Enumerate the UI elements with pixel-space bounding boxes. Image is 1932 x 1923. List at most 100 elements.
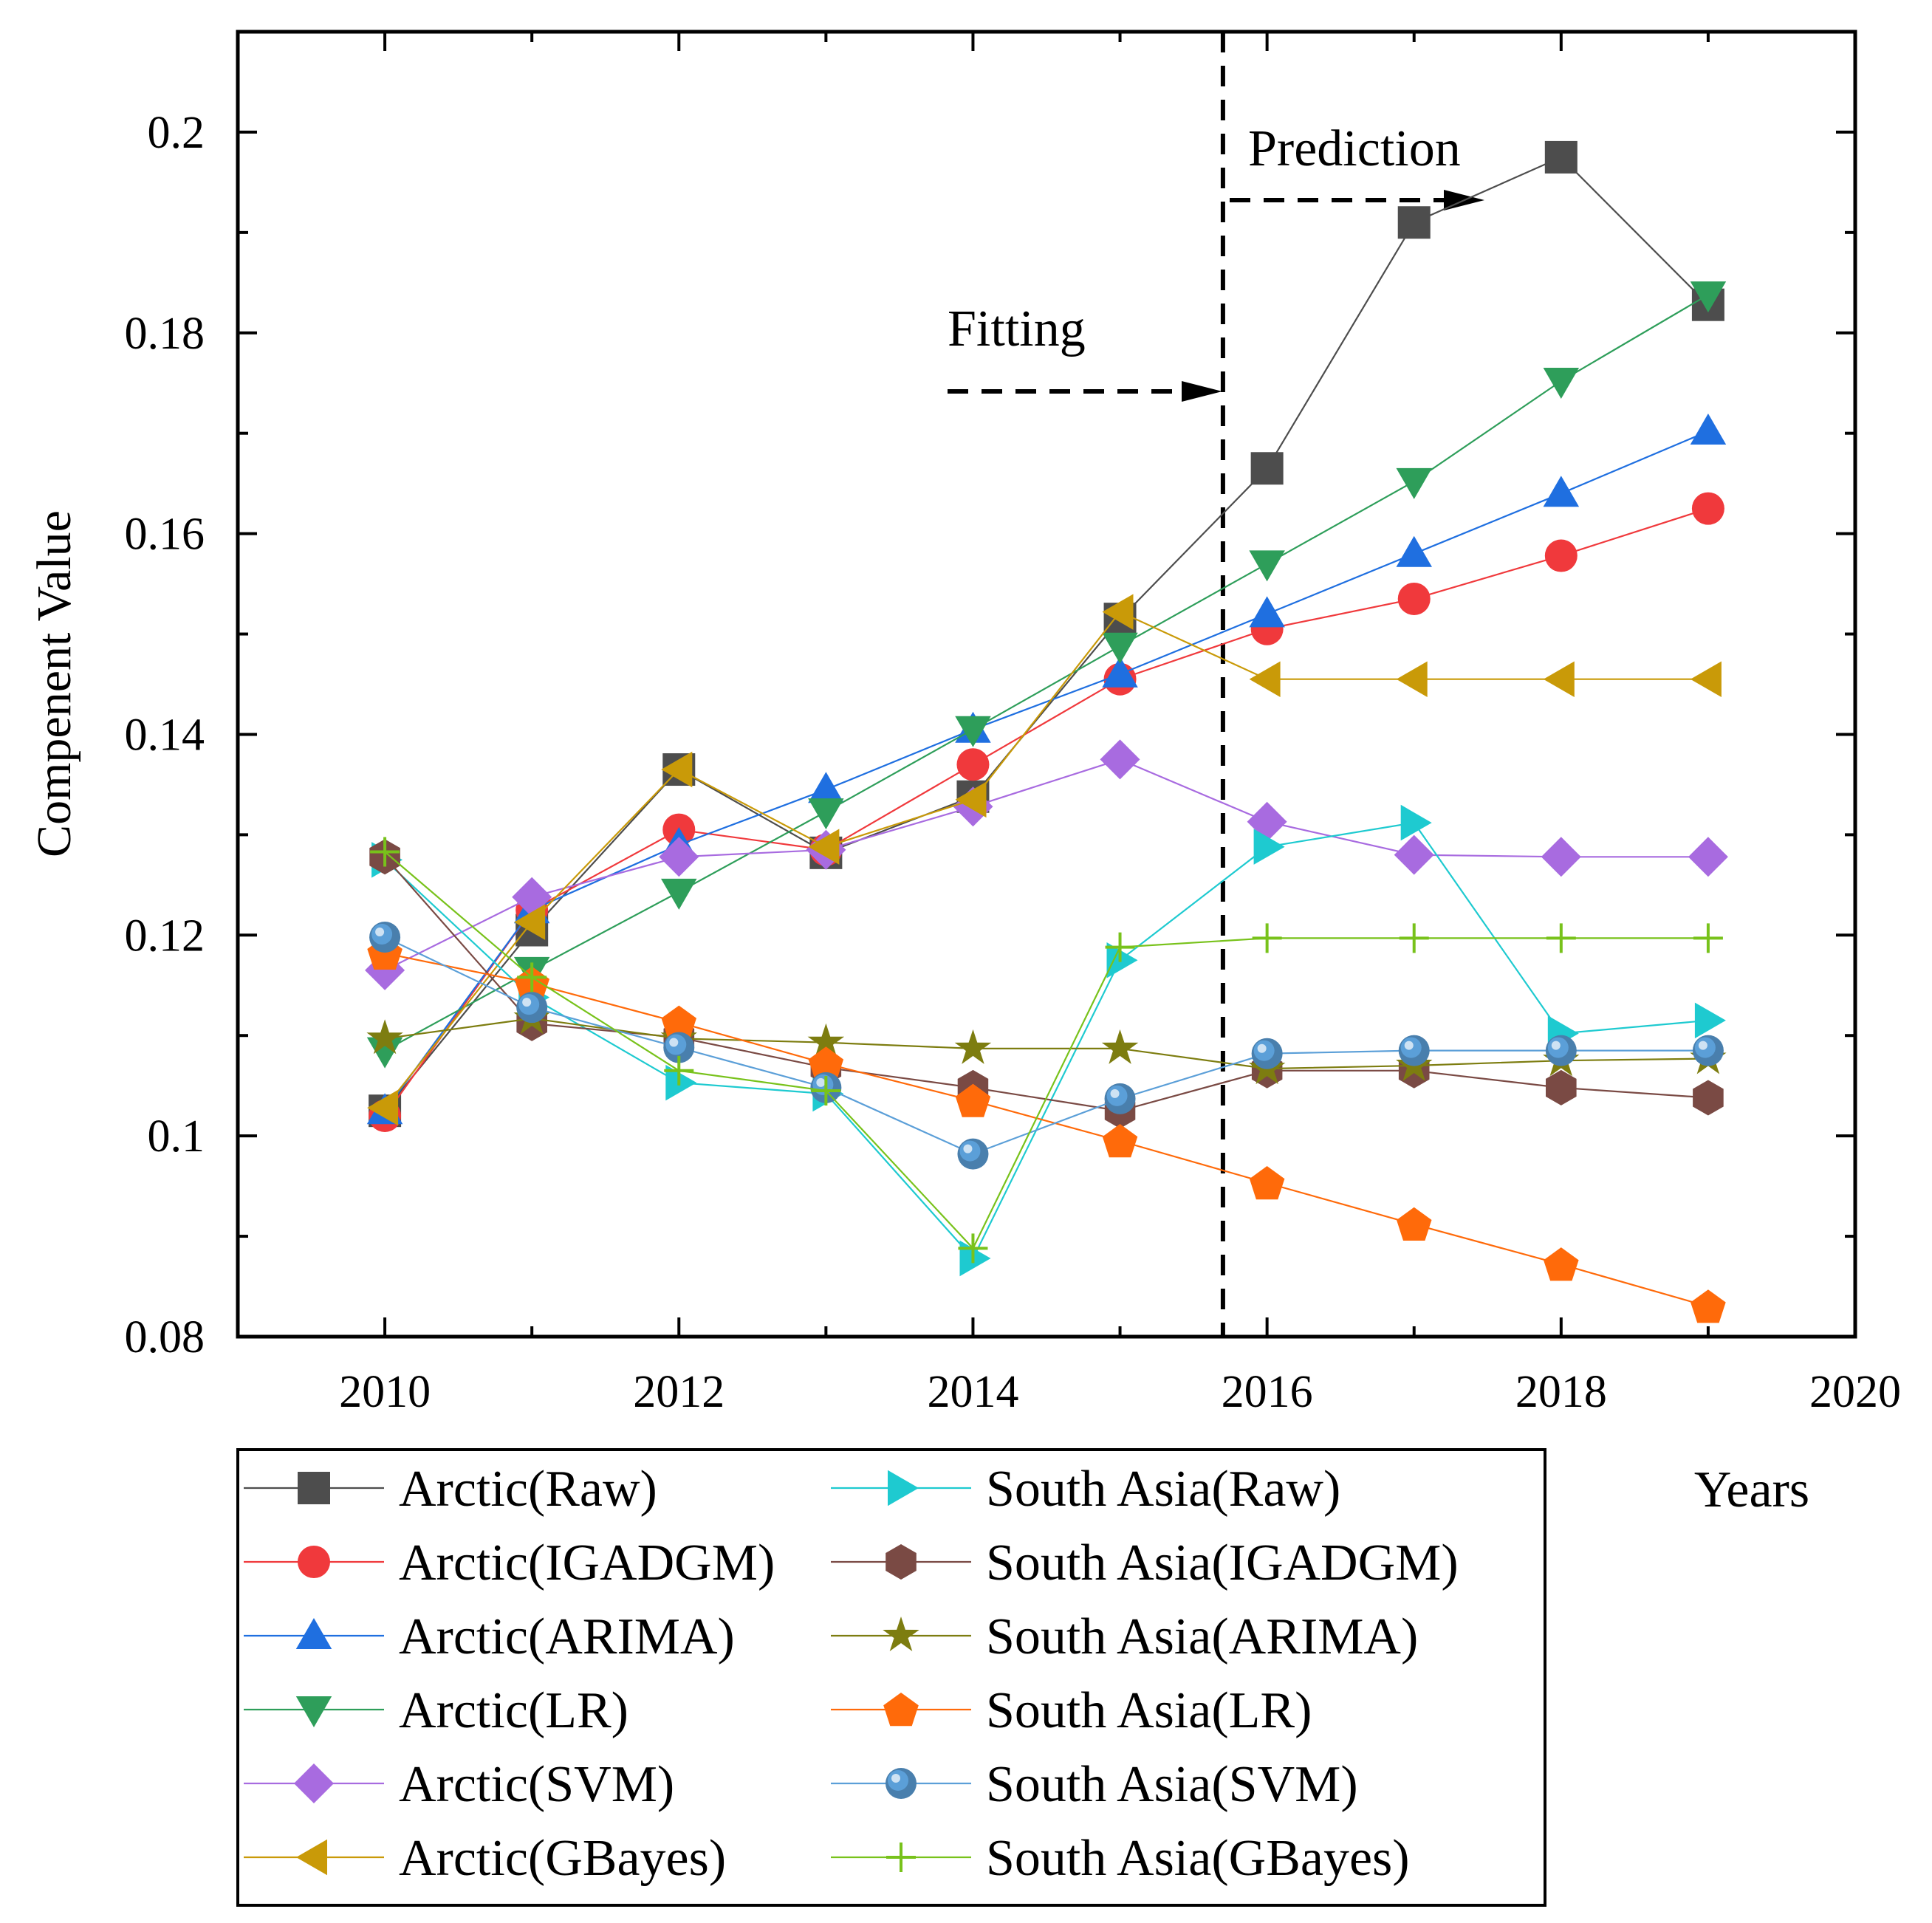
data-point <box>1693 923 1723 953</box>
series-7 <box>369 839 1724 1129</box>
series-line <box>384 758 1708 971</box>
legend-label: Arctic(GBayes) <box>399 1830 726 1887</box>
data-point <box>1546 923 1576 953</box>
data-point <box>370 837 400 867</box>
legend-label: Arctic(Raw) <box>399 1461 657 1518</box>
data-point <box>811 1075 841 1106</box>
legend-item: South Asia(SVM) <box>831 1756 1358 1813</box>
legend-item: South Asia(LR) <box>831 1682 1312 1739</box>
series-1 <box>369 492 1724 1132</box>
data-point <box>1693 1080 1724 1116</box>
legend-marker <box>886 1544 917 1580</box>
legend-label: Arctic(IGADGM) <box>399 1535 775 1591</box>
y-axis-title: Compenent Value <box>27 510 81 857</box>
data-point <box>808 829 840 865</box>
data-point <box>807 1023 845 1058</box>
series-0 <box>369 140 1724 1128</box>
x-tick-label: 2012 <box>633 1367 724 1417</box>
legend-marker <box>296 1839 327 1876</box>
series-8 <box>366 999 1727 1085</box>
series-line <box>384 507 1709 1117</box>
legend-label: South Asia(Raw) <box>986 1461 1340 1518</box>
data-point-highlight <box>1551 1041 1561 1050</box>
data-point <box>1688 837 1728 877</box>
series-4 <box>365 739 1728 990</box>
series-line <box>384 936 1708 1155</box>
data-point <box>516 992 548 1024</box>
data-point <box>955 1083 991 1117</box>
y-axis: 0.08 0.1 0.12 0.14 0.16 0.18 0.2 <box>125 30 1855 1362</box>
series-line <box>384 294 1709 1052</box>
series-line <box>384 430 1709 1111</box>
y-tick-label: 0.12 <box>125 911 205 961</box>
y-tick-label: 0.16 <box>125 510 205 560</box>
data-point <box>1544 140 1578 174</box>
data-point <box>1102 594 1134 630</box>
x-tick-label: 2010 <box>339 1367 431 1417</box>
data-point <box>1692 1035 1724 1066</box>
data-point <box>954 1029 992 1064</box>
data-point <box>659 837 699 877</box>
data-point <box>1690 414 1727 445</box>
legend-marker <box>883 1693 919 1727</box>
data-point <box>1396 467 1432 499</box>
data-point <box>1544 539 1578 572</box>
data-point <box>1105 932 1135 962</box>
data-point <box>1546 1069 1577 1106</box>
data-point <box>1249 1166 1285 1200</box>
data-point <box>1694 1002 1726 1039</box>
data-point <box>1396 535 1432 567</box>
legend-marker <box>298 1546 330 1578</box>
data-point <box>517 962 547 993</box>
legend-item: South Asia(IGADGM) <box>831 1535 1459 1591</box>
y-tick-label: 0.1 <box>148 1111 205 1162</box>
series-11 <box>370 837 1723 1264</box>
data-point <box>1249 550 1285 582</box>
data-point-highlight <box>1110 1089 1120 1098</box>
legend-item: Arctic(IGADGM) <box>244 1535 775 1591</box>
data-point <box>1251 1038 1283 1069</box>
data-point <box>959 1240 991 1277</box>
y-tick-label: 0.14 <box>125 710 205 760</box>
legend-item: South Asia(ARIMA) <box>831 1608 1418 1665</box>
series-line <box>384 851 1708 1250</box>
data-point <box>1249 661 1281 697</box>
data-point <box>661 878 697 910</box>
x-tick-label: 2020 <box>1809 1367 1901 1417</box>
series-line <box>384 821 1708 1260</box>
y-tick-label: 0.18 <box>125 309 205 359</box>
legend-label: South Asia(IGADGM) <box>986 1535 1459 1591</box>
x-tick-label: 2014 <box>927 1367 1018 1417</box>
data-point <box>1690 661 1722 697</box>
legend-label: Arctic(LR) <box>399 1682 628 1739</box>
data-point-highlight <box>963 1144 973 1154</box>
data-point <box>955 716 991 747</box>
data-point <box>958 1233 988 1264</box>
data-point-highlight <box>1257 1043 1267 1053</box>
data-point <box>1543 368 1580 399</box>
data-point <box>1545 1035 1577 1066</box>
x-tick-label: 2018 <box>1515 1367 1607 1417</box>
legend-marker <box>883 1617 919 1651</box>
data-point <box>955 781 987 818</box>
data-point <box>1250 452 1284 485</box>
data-point <box>661 1005 696 1039</box>
data-point <box>1543 661 1575 697</box>
data-point-highlight <box>522 998 532 1007</box>
data-point <box>665 1064 697 1101</box>
legend-marker <box>295 1696 332 1727</box>
series-line <box>384 952 1709 1308</box>
x-axis: 2010 2012 2014 2016 2018 2020 <box>236 32 1901 1417</box>
legend-marker <box>298 1472 330 1504</box>
data-point <box>956 748 990 781</box>
data-point <box>1104 1083 1136 1114</box>
x-tick-label: 2016 <box>1222 1367 1313 1417</box>
data-point <box>1106 942 1138 978</box>
data-point-highlight <box>375 928 385 937</box>
legend-item: South Asia(Raw) <box>831 1461 1340 1518</box>
data-point <box>808 1046 844 1080</box>
data-point <box>1396 661 1428 697</box>
legend-label: Arctic(SVM) <box>399 1756 674 1813</box>
data-point <box>1397 582 1431 615</box>
